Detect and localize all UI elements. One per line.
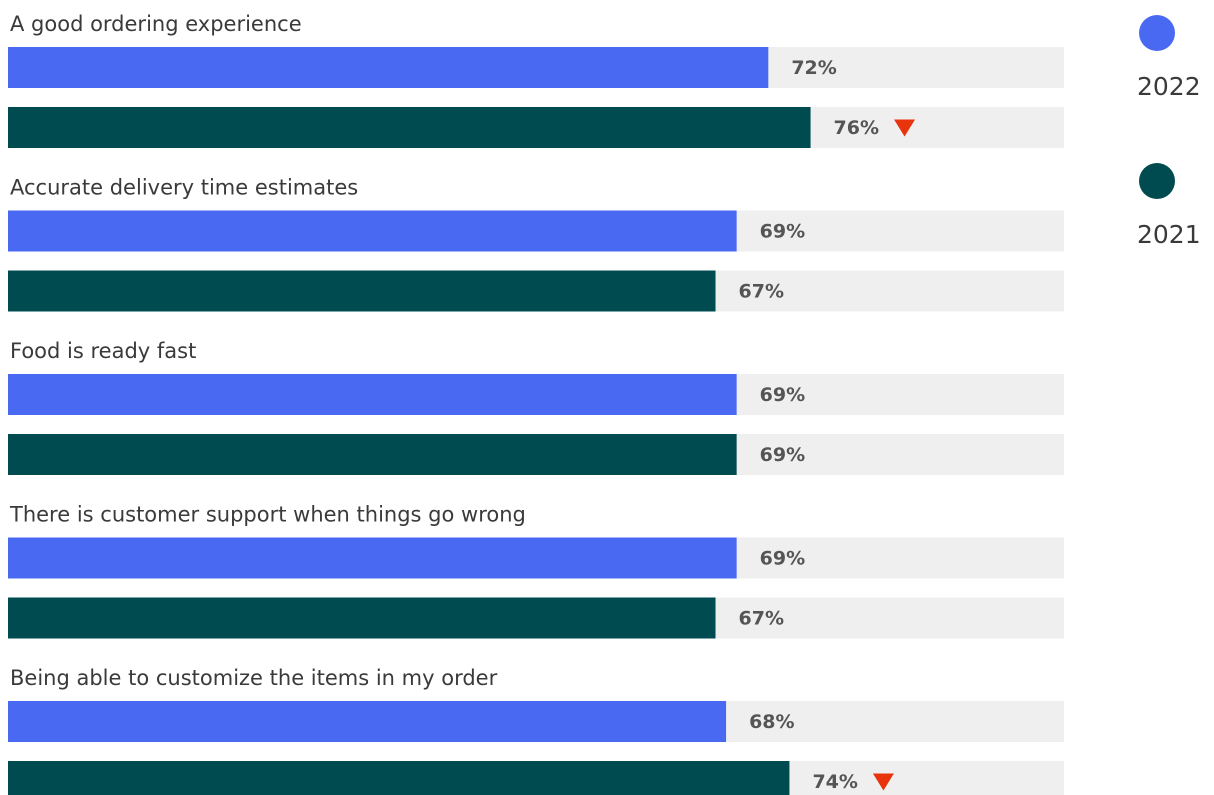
value-label: 69% bbox=[760, 548, 805, 570]
legend-label: 2021 bbox=[1137, 220, 1201, 249]
value-label: 68% bbox=[749, 711, 794, 733]
bar bbox=[8, 434, 737, 475]
value-label: 72% bbox=[791, 57, 836, 79]
category-label: A good ordering experience bbox=[10, 12, 302, 36]
bar bbox=[8, 47, 769, 88]
bar bbox=[8, 761, 790, 795]
value-label: 74% bbox=[812, 771, 857, 793]
value-label: 69% bbox=[760, 384, 805, 406]
category-label: Being able to customize the items in my … bbox=[10, 666, 498, 690]
bar bbox=[8, 537, 737, 579]
value-label: 69% bbox=[760, 221, 805, 243]
bar bbox=[8, 374, 737, 415]
category-label: There is customer support when things go… bbox=[9, 503, 526, 527]
bar bbox=[8, 210, 737, 252]
bar bbox=[8, 701, 727, 742]
legend-label: 2022 bbox=[1137, 72, 1201, 101]
category-label: Accurate delivery time estimates bbox=[10, 176, 358, 200]
decline-marker bbox=[872, 773, 894, 791]
legend-swatch bbox=[1139, 15, 1175, 51]
value-label: 67% bbox=[739, 281, 784, 303]
value-label: 76% bbox=[834, 117, 879, 139]
value-label: 67% bbox=[739, 608, 784, 630]
value-label: 69% bbox=[760, 444, 805, 466]
category-label: Food is ready fast bbox=[10, 339, 196, 363]
legend-swatch bbox=[1139, 163, 1175, 199]
bar bbox=[8, 107, 811, 148]
decline-marker bbox=[894, 119, 916, 137]
bar bbox=[8, 270, 716, 312]
bar bbox=[8, 597, 716, 639]
